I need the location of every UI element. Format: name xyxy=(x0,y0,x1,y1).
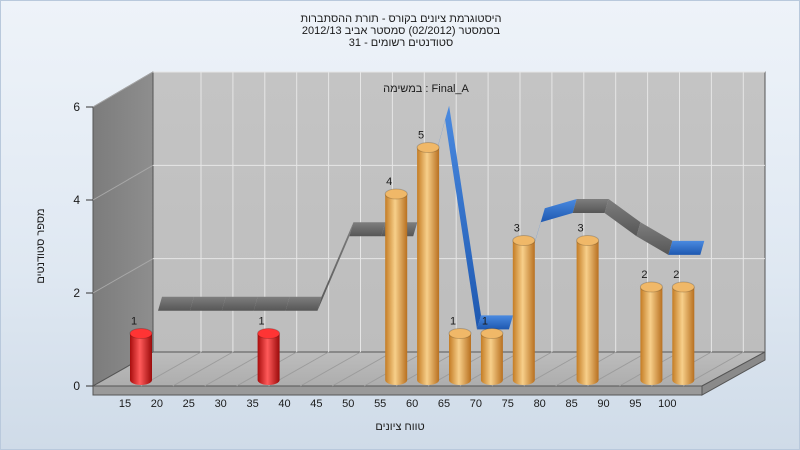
x-tick-label: 35 xyxy=(246,398,258,410)
y-tick-label: 2 xyxy=(73,286,80,300)
bar-100-value-label: 2 xyxy=(673,269,679,281)
y-tick-label: 0 xyxy=(73,379,80,393)
gridline-floor xyxy=(332,351,393,387)
floor-front-edge xyxy=(92,385,703,396)
bar-55: 4 xyxy=(384,176,408,385)
x-tick-label: 40 xyxy=(278,398,290,410)
bar-75: 3 xyxy=(512,223,536,385)
gridline-left-wall xyxy=(92,258,154,294)
bar-15: 1 xyxy=(129,316,153,385)
bar-65-value-label: 1 xyxy=(450,316,456,328)
y-axis-label: מספר סטודנטים xyxy=(35,208,47,283)
bar-70-body xyxy=(480,333,503,385)
bar-15-top xyxy=(129,328,153,339)
x-tick-label: 85 xyxy=(565,398,577,410)
bar-65: 1 xyxy=(448,316,472,385)
bar-100-body xyxy=(672,287,695,385)
x-tick-label: 25 xyxy=(183,398,195,410)
bar-85-value-label: 3 xyxy=(578,223,584,235)
bar-55-value-label: 4 xyxy=(386,176,392,188)
trend-ribbon-segment xyxy=(668,240,705,255)
bar-60: 5 xyxy=(416,130,440,385)
bar-60-value-label: 5 xyxy=(418,130,424,142)
bar-85-body xyxy=(576,240,599,385)
bar-35-body xyxy=(257,333,280,385)
bars: 1 1 4 5 1 1 3 3 2 2 xyxy=(129,130,695,385)
bar-95: 2 xyxy=(639,269,663,385)
bar-60-top xyxy=(416,142,440,153)
x-tick-label: 45 xyxy=(310,398,322,410)
chart-title-line-2: בסמסטר (02/2012) סמסטר אביב 2012/13 xyxy=(301,25,501,37)
trend-ribbon-segment xyxy=(221,296,258,311)
bar-35-value-label: 1 xyxy=(259,316,265,328)
trend-ribbon-segment xyxy=(540,198,577,223)
gridline-floor xyxy=(300,351,361,387)
y-tick-label: 6 xyxy=(73,100,80,114)
trend-ribbon-segment xyxy=(253,296,290,311)
bar-75-value-label: 3 xyxy=(514,223,520,235)
bar-35: 1 xyxy=(257,316,281,385)
bar-100: 2 xyxy=(671,269,695,385)
x-tick-label: 80 xyxy=(534,398,546,410)
bar-75-body xyxy=(512,240,535,385)
x-tick-label: 20 xyxy=(151,398,163,410)
x-tick-label: 50 xyxy=(342,398,354,410)
bar-85-top xyxy=(576,235,600,246)
bar-60-body xyxy=(417,147,440,385)
x-tick-label: 65 xyxy=(438,398,450,410)
trend-ribbon-segment xyxy=(477,315,513,330)
trend-ribbon-segment xyxy=(349,222,386,237)
x-tick-label: 100 xyxy=(658,398,676,410)
bar-95-top xyxy=(639,281,663,293)
bar-55-body xyxy=(385,194,408,385)
trend-ribbon-segment xyxy=(572,198,609,213)
trend-ribbon-segment xyxy=(445,105,481,330)
x-tick-label: 70 xyxy=(470,398,482,410)
trend-ribbon-segment xyxy=(317,222,354,311)
floor-side-edge xyxy=(701,351,766,396)
bar-65-body xyxy=(449,333,471,385)
trend-ribbon-segment xyxy=(636,222,673,255)
chart-title-line-3: סטודנטים רשומים - 31 xyxy=(348,37,454,49)
bar-55-top xyxy=(384,188,408,200)
chart-title-line-1: היסטוגרמת ציונים בקורס - תורת ההסתברות xyxy=(300,13,502,25)
bar-95-value-label: 2 xyxy=(641,269,647,281)
trend-ribbon-segment xyxy=(189,296,226,311)
gridline-left-wall xyxy=(92,71,154,108)
x-tick-label: 55 xyxy=(374,398,386,410)
bar-95-body xyxy=(640,287,663,385)
gridline-floor xyxy=(172,351,234,387)
x-tick-label: 30 xyxy=(215,398,227,410)
bar-15-body xyxy=(130,333,152,385)
bar-75-top xyxy=(512,235,536,246)
bar-70-value-label: 1 xyxy=(482,316,488,328)
chart-subtitle: במשימה : Final_A xyxy=(383,83,469,95)
bar-100-top xyxy=(671,281,695,293)
gridline-left-wall xyxy=(92,164,154,201)
bar-70-top xyxy=(480,328,504,339)
gridline-floor xyxy=(204,351,266,387)
bar-35-top xyxy=(257,328,281,339)
trend-ribbon-segment xyxy=(158,296,194,311)
bar-70: 1 xyxy=(480,316,504,385)
x-tick-label: 75 xyxy=(502,398,514,410)
trend-ribbon-segment xyxy=(604,198,641,237)
x-tick-label: 90 xyxy=(597,398,609,410)
x-tick-label: 95 xyxy=(629,398,641,410)
bar-85: 3 xyxy=(576,223,600,385)
x-tick-label: 15 xyxy=(119,398,131,410)
bar-15-value-label: 1 xyxy=(131,316,137,328)
x-tick-label: 60 xyxy=(406,398,418,410)
bar-65-top xyxy=(448,328,472,339)
x-axis-label: טווח ציונים xyxy=(375,421,424,433)
trend-ribbon-segment xyxy=(285,296,322,311)
y-tick-label: 4 xyxy=(73,193,80,207)
trend-ribbon xyxy=(158,105,705,330)
